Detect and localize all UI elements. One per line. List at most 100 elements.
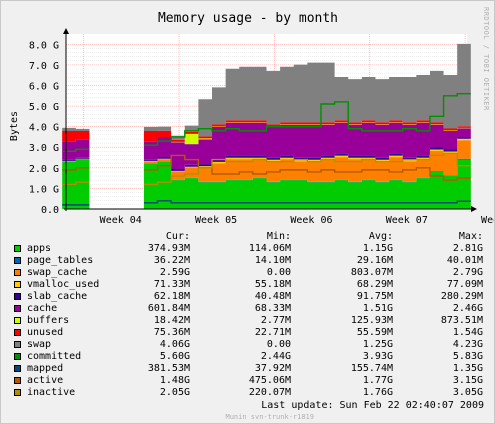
area-unused xyxy=(62,130,90,142)
legend-swatch xyxy=(14,269,21,276)
legend-row-inactive: inactive 2.05G 220.07M 1.76G 3.05G xyxy=(13,387,489,399)
value-avg: 91.75M xyxy=(356,291,393,302)
x-tick-label: Week 04 xyxy=(100,215,142,226)
value-avg: 1.51G xyxy=(362,303,393,314)
value-min: 37.92M xyxy=(254,363,291,374)
x-tick-label: Week 05 xyxy=(195,215,237,226)
legend-header: Cur: Min: Avg: Max: xyxy=(13,231,489,243)
legend-row-cache: cache 601.84M 68.33M 1.51G 2.46G xyxy=(13,303,489,315)
x-tick-label: Week 06 xyxy=(290,215,332,226)
legend-swatch xyxy=(14,257,21,264)
stacked-areas xyxy=(62,43,471,209)
value-max: 2.81G xyxy=(452,243,483,254)
y-tick-label: 5.0 G xyxy=(29,102,59,113)
value-cur: 601.84M xyxy=(147,303,190,314)
legend-label: cache xyxy=(27,303,58,314)
value-min: 68.33M xyxy=(254,303,291,314)
header-max: Max: xyxy=(458,231,483,242)
y-tick-label: 1.0 G xyxy=(29,184,59,195)
legend-row-buffers: buffers 18.42M 2.77M 125.93M 873.51M xyxy=(13,315,489,327)
value-cur: 5.60G xyxy=(159,351,190,362)
value-avg: 1.25G xyxy=(362,339,393,350)
legend-swatch xyxy=(14,353,21,360)
value-avg: 155.74M xyxy=(350,363,393,374)
value-min: 2.77M xyxy=(260,315,291,326)
header-min: Min: xyxy=(266,231,291,242)
value-cur: 381.53M xyxy=(147,363,190,374)
legend-label: committed xyxy=(27,351,82,362)
value-max: 1.54G xyxy=(452,327,483,338)
y-tick-label: 7.0 G xyxy=(29,61,59,72)
value-min: 14.10M xyxy=(254,255,291,266)
value-min: 475.06M xyxy=(248,375,291,386)
legend-row-vmalloc_used: vmalloc_used 71.33M 55.18M 68.29M 77.09M xyxy=(13,279,489,291)
legend-swatch xyxy=(14,281,21,288)
legend-label: vmalloc_used xyxy=(27,279,100,290)
legend-row-committed: committed 5.60G 2.44G 3.93G 5.83G xyxy=(13,351,489,363)
line-series xyxy=(62,93,471,206)
memory-chart: Memory usage - by month Bytes 0.0 1.0 G 2.… xyxy=(9,11,494,226)
value-avg: 55.59M xyxy=(356,327,393,338)
area-page_tables xyxy=(143,158,471,183)
value-cur: 4.06G xyxy=(159,339,190,350)
value-max: 2.46G xyxy=(452,303,483,314)
legend-row-swap: swap 4.06G 0.00 1.25G 4.23G xyxy=(13,339,489,351)
value-cur: 374.93M xyxy=(147,243,190,254)
legend-label: slab_cache xyxy=(27,291,88,302)
value-min: 114.06M xyxy=(248,243,291,254)
y-tick-label: 4.0 G xyxy=(29,123,59,134)
value-min: 55.18M xyxy=(254,279,291,290)
line-committed xyxy=(62,93,471,153)
value-avg: 3.93G xyxy=(362,351,393,362)
value-min: 220.07M xyxy=(248,387,291,398)
area-apps xyxy=(143,159,471,209)
legend-label: swap xyxy=(27,339,52,350)
area-slab_cache xyxy=(62,157,90,161)
value-avg: 803.07M xyxy=(350,267,393,278)
area-swap xyxy=(143,43,471,140)
value-avg: 29.16M xyxy=(356,255,393,266)
legend-swatch xyxy=(14,329,21,336)
value-max: 3.05G xyxy=(452,387,483,398)
y-axis-arrow xyxy=(63,28,69,34)
legend-swatch xyxy=(14,305,21,312)
value-avg: 1.77G xyxy=(362,375,393,386)
value-min: 22.71M xyxy=(254,327,291,338)
area-swap xyxy=(62,127,90,131)
legend-label: unused xyxy=(27,327,64,338)
legend-row-unused: unused 75.36M 22.71M 55.59M 1.54G xyxy=(13,327,489,339)
value-max: 3.15G xyxy=(452,375,483,386)
value-max: 77.09M xyxy=(446,279,483,290)
value-cur: 75.36M xyxy=(153,327,190,338)
value-avg: 1.76G xyxy=(362,387,393,398)
value-max: 5.83G xyxy=(452,351,483,362)
area-vmalloc_used xyxy=(62,158,90,162)
legend-label: mapped xyxy=(27,363,64,374)
value-avg: 125.93M xyxy=(350,315,393,326)
value-cur: 62.18M xyxy=(153,291,190,302)
value-avg: 1.15G xyxy=(362,243,393,254)
value-min: 40.48M xyxy=(254,291,291,302)
legend-swatch xyxy=(14,377,21,384)
legend-row-mapped: mapped 381.53M 37.92M 155.74M 1.35G xyxy=(13,363,489,375)
area-cache xyxy=(143,122,471,170)
value-max: 4.23G xyxy=(452,339,483,350)
legend-label: buffers xyxy=(27,315,70,326)
value-cur: 18.42M xyxy=(153,315,190,326)
header-avg: Avg: xyxy=(368,231,393,242)
value-cur: 1.48G xyxy=(159,375,190,386)
y-tick-label: 0.0 xyxy=(41,205,59,216)
x-axis-arrow xyxy=(471,206,477,212)
y-tick-label: 2.0 G xyxy=(29,164,59,175)
legend-row-apps: apps 374.93M 114.06M 1.15G 2.81G xyxy=(13,243,489,255)
value-min: 2.44G xyxy=(260,351,291,362)
legend-row-slab_cache: slab_cache 62.18M 40.48M 91.75M 280.29M xyxy=(13,291,489,303)
y-axis-label: Bytes xyxy=(9,111,20,141)
legend-swatch xyxy=(14,341,21,348)
legend-row-active: active 1.48G 475.06M 1.77G 3.15G xyxy=(13,375,489,387)
legend-row-swap_cache: swap_cache 2.59G 0.00 803.07M 2.79G xyxy=(13,267,489,279)
header-cur: Cur: xyxy=(165,231,190,242)
legend-label: active xyxy=(27,375,64,386)
value-avg: 68.29M xyxy=(356,279,393,290)
